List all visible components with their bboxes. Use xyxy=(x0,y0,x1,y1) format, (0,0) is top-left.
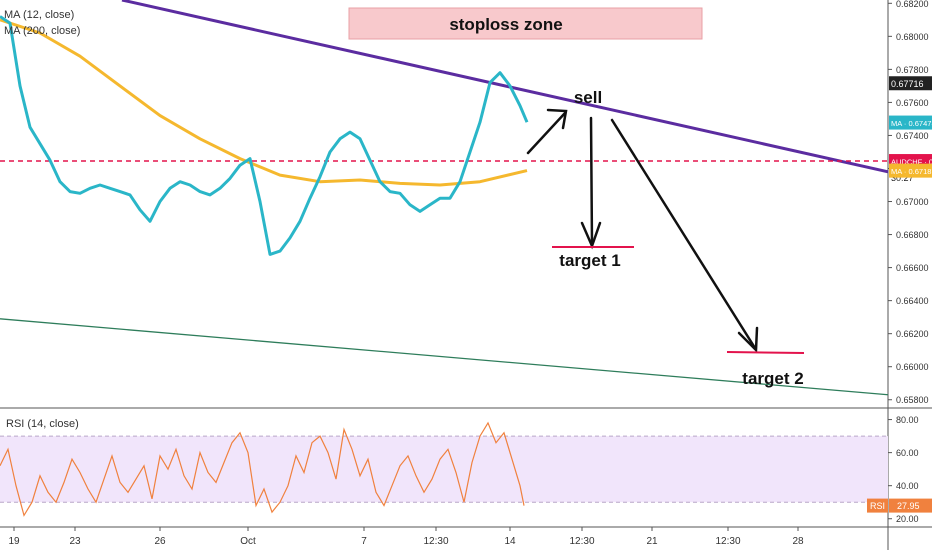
rsi-value-label: 27.95 xyxy=(897,501,920,511)
time-tick-label: 14 xyxy=(504,536,516,547)
price-tick-label: 0.67400 xyxy=(896,131,929,141)
legend-ma12[interactable]: MA (12, close) xyxy=(4,9,74,21)
time-tick-label: Oct xyxy=(240,536,256,547)
trade-arrows xyxy=(526,108,759,353)
price-tick-label: 0.66200 xyxy=(896,329,929,339)
price-badge[interactable] xyxy=(889,76,932,91)
price-tick-label: 0.66000 xyxy=(896,362,929,372)
price-tick-label: 0.65800 xyxy=(896,395,929,405)
trendline-support[interactable] xyxy=(0,318,889,396)
rsi-line[interactable] xyxy=(0,421,525,517)
price-tick-label: 0.67000 xyxy=(896,197,929,207)
rsi-name-badge xyxy=(867,498,888,513)
price-tick-label: 0.67600 xyxy=(896,98,929,108)
rsi-tick-label: 20.00 xyxy=(896,514,919,524)
down-arrow-target2 xyxy=(610,118,757,350)
rsi-tick-label: 80.00 xyxy=(896,415,919,425)
price-badge[interactable] xyxy=(889,115,932,130)
price-badge-label: AUDCHF · 0.67245 xyxy=(891,158,932,167)
time-tick-label: 28 xyxy=(792,536,804,547)
legend[interactable]: MA (12, close) MA (200, close) xyxy=(4,9,80,37)
time-tick-label: 19 xyxy=(8,536,20,547)
time-tick-label: 12:30 xyxy=(423,536,448,547)
price-series[interactable] xyxy=(0,15,529,256)
time-tick-label: 12:30 xyxy=(569,536,594,547)
price-badge-label: MA · 0.67478 xyxy=(891,119,932,128)
series-ma-12-close-[interactable] xyxy=(0,15,529,256)
rsi-tick-label: 60.00 xyxy=(896,448,919,458)
time-axis[interactable]: 19 23 26 Oct 7 12:30 14 12:30 21 12:30 28 xyxy=(8,527,804,547)
target2-label: target 2 xyxy=(742,369,803,388)
up-arrowhead xyxy=(546,108,568,130)
price-tick-label: 0.66800 xyxy=(896,230,929,240)
time-tick-label: 21 xyxy=(646,536,658,547)
price-badge-label: 30:27 xyxy=(891,173,914,183)
rsi-tick-label: 40.00 xyxy=(896,481,919,491)
rsi-title[interactable]: RSI (14, close) xyxy=(6,418,79,430)
price-badge[interactable] xyxy=(889,163,932,178)
price-badges[interactable]: 0.67716 MA · 0.67478 AUDCHF · 0.67245 30:27… xyxy=(889,76,932,185)
rsi-pane[interactable]: 80.00 60.00 40.00 20.00 RSI 27.95 xyxy=(0,415,932,524)
down-arrow-target1 xyxy=(589,116,594,247)
stoploss-zone[interactable] xyxy=(348,7,703,40)
price-tick-label: 0.66400 xyxy=(896,296,929,306)
price-tick-label: 0.67800 xyxy=(896,65,929,75)
time-tick-label: 26 xyxy=(154,536,166,547)
target1-label: target 1 xyxy=(559,251,620,270)
trendline-resistance[interactable] xyxy=(121,0,889,174)
price-tick-label: 0.68200 xyxy=(896,0,929,9)
up-arrow xyxy=(526,111,567,155)
price-tick-label: 0.66600 xyxy=(896,263,929,273)
sell-label: sell xyxy=(574,88,602,107)
rsi-band xyxy=(0,436,888,503)
stoploss-zone-label: stoploss zone xyxy=(449,15,562,34)
series-ma-200-close-[interactable] xyxy=(0,18,528,187)
legend-ma200[interactable]: MA (200, close) xyxy=(4,25,80,37)
rsi-name-label: RSI xyxy=(870,501,885,511)
price-badge-label: 0.67716 xyxy=(891,79,924,89)
time-tick-label: 12:30 xyxy=(715,536,740,547)
price-badge-label: MA · 0.67187 xyxy=(891,167,932,176)
time-tick-label: 7 xyxy=(361,536,367,547)
rsi-value-badge[interactable] xyxy=(889,498,932,513)
down-arrowhead-target2 xyxy=(737,326,759,353)
trendlines[interactable] xyxy=(0,0,889,396)
price-tick-label: 0.68000 xyxy=(896,32,929,42)
time-tick-label: 23 xyxy=(69,536,81,547)
target2-line[interactable] xyxy=(726,351,805,354)
